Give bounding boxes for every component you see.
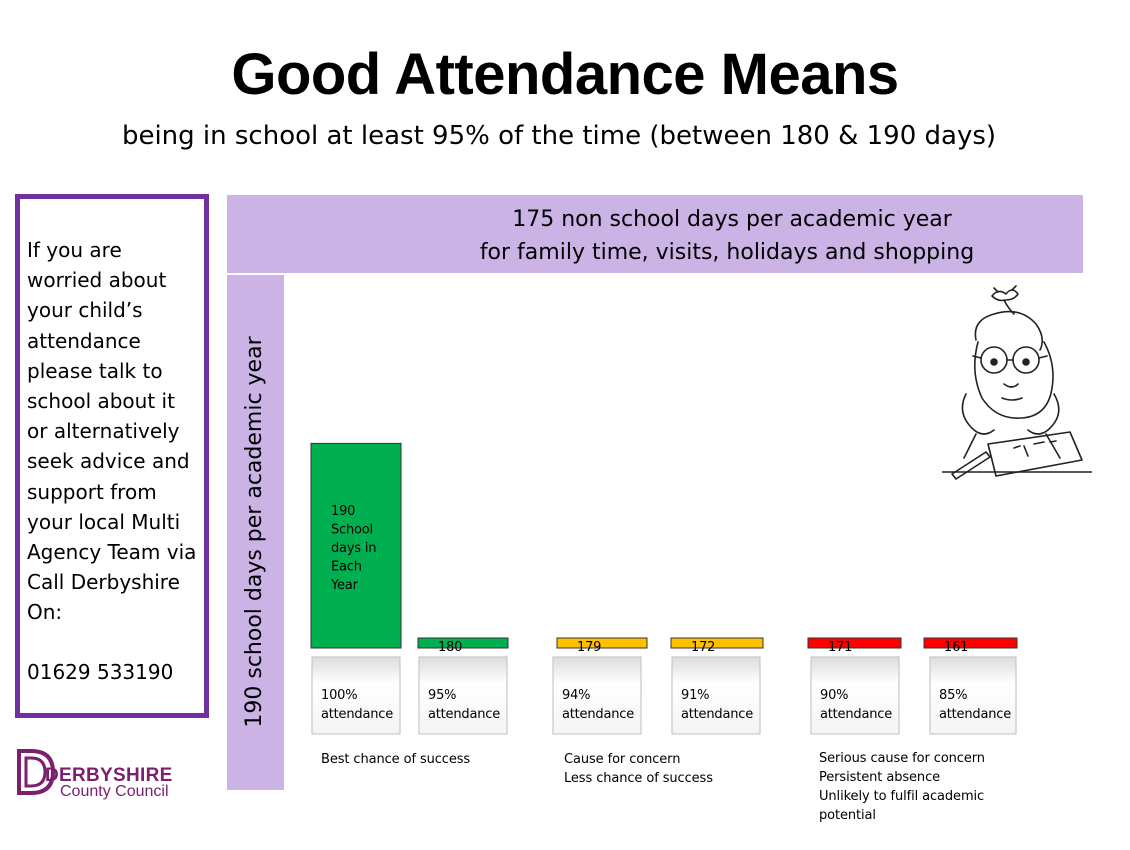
bar-3 <box>556 637 648 649</box>
attendance-label-3: 94% attendance <box>562 688 634 722</box>
attendance-label-4: 91% attendance <box>681 688 753 722</box>
group-label-1: Best chance of success <box>321 752 471 767</box>
logo-name: DERBYSHIRE <box>45 765 173 786</box>
advice-text: If you are worried about your child’s at… <box>27 238 197 625</box>
attendance-tile-5 <box>810 656 900 735</box>
attendance-tile-6 <box>929 656 1017 735</box>
bar-6 <box>923 637 1018 649</box>
group-label-3: Serious cause for concern Persistent abs… <box>819 751 985 823</box>
non-school-days-line-1: 175 non school days per academic year <box>512 207 952 232</box>
bar-4 <box>670 637 764 649</box>
attendance-tile-2 <box>418 656 508 735</box>
non-school-days-line-2: for family time, visits, holidays and sh… <box>479 240 975 265</box>
attendance-tile-4 <box>671 656 761 735</box>
bar-5 <box>807 637 902 649</box>
group-label-2: Cause for concern Less chance of success <box>564 752 713 786</box>
bar-label-1: 190 School days in Each Year <box>330 504 376 593</box>
bar-2 <box>417 637 509 649</box>
attendance-tile-3 <box>552 656 642 735</box>
derbyshire-logo-icon <box>17 749 56 795</box>
attendance-label-5: 90% attendance <box>820 688 892 722</box>
attendance-label-2: 95% attendance <box>428 688 500 722</box>
attendance-tile-1 <box>311 656 401 735</box>
attendance-label-1: 100% attendance <box>321 688 393 722</box>
student-cartoon-icon <box>942 285 1092 480</box>
page-subtitle: being in school at least 95% of the time… <box>121 121 997 151</box>
non-school-days-band: 175 non school days per academic year fo… <box>227 195 1083 273</box>
advice-box: If you are worried about your child’s at… <box>15 194 209 718</box>
logo-subtitle: County Council <box>60 783 169 800</box>
bar-1 <box>310 442 402 649</box>
page-title: Good Attendance Means <box>231 42 899 107</box>
school-days-band: 190 school days per academic year <box>227 275 284 790</box>
advice-phone-number: 01629 533190 <box>27 660 174 684</box>
attendance-label-6: 85% attendance <box>939 688 1011 722</box>
